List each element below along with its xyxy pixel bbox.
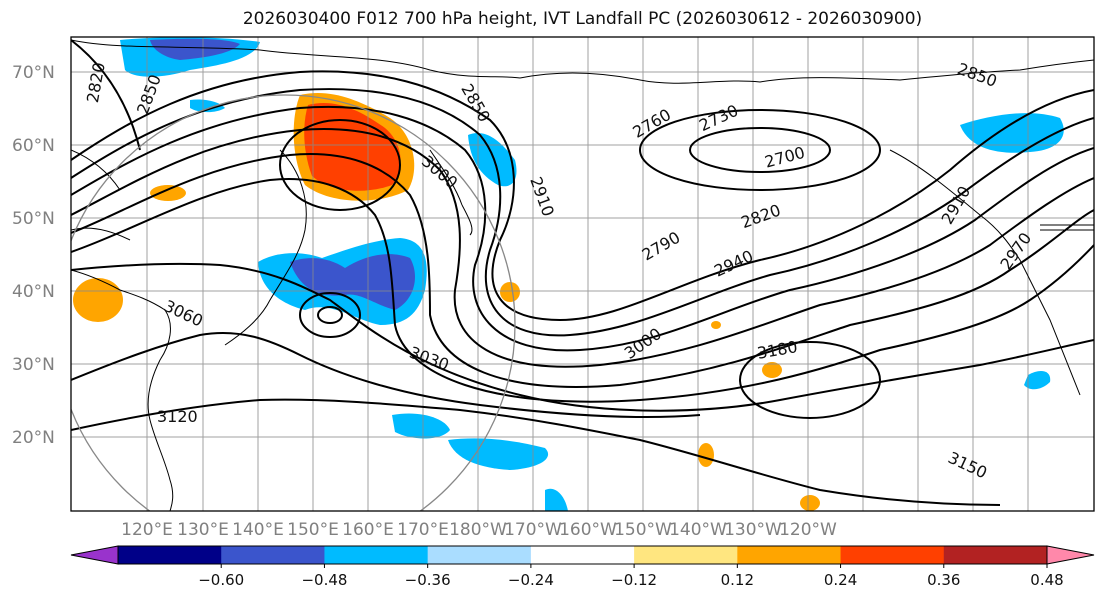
- lat-label: 50°N: [12, 209, 55, 229]
- ivt-negative-region: [190, 99, 225, 113]
- colorbar-bin: [840, 546, 945, 564]
- colorbar-bin: [634, 546, 738, 564]
- lon-label: 120°E: [121, 520, 173, 540]
- colorbar-under-arrow: [70, 545, 119, 565]
- colorbar-bin: [118, 546, 222, 564]
- map-border: [70, 36, 1095, 512]
- ivt-positive-region: [711, 321, 721, 329]
- ivt-positive-region: [762, 362, 782, 378]
- contour-label: 3120: [157, 407, 198, 426]
- ivt-negative-region: [290, 254, 415, 310]
- colorbar-bin: [530, 546, 635, 564]
- colorbar-tick-label: 0.48: [1030, 571, 1063, 589]
- ivt-negative-region: [392, 413, 450, 439]
- colorbar-bin: [737, 546, 842, 564]
- ivt-negative-region: [150, 38, 240, 60]
- lon-label: 170°E: [397, 520, 449, 540]
- lon-label: 140°W: [669, 520, 727, 540]
- lat-label: 20°N: [12, 428, 55, 448]
- lon-label: 170°W: [504, 520, 562, 540]
- ivt-shading: [73, 37, 1064, 511]
- map-title: 2026030400 F012 700 hPa height, IVT Land…: [242, 9, 923, 29]
- height-contours: [71, 39, 1094, 506]
- ivt-negative-region: [1024, 370, 1051, 390]
- lon-label: 160°W: [559, 520, 617, 540]
- ivt-negative-region: [545, 488, 568, 511]
- colorbar-tick-label: −0.60: [198, 571, 244, 589]
- colorbar-tick-label: 0.12: [721, 571, 754, 589]
- ivt-positive-region: [73, 278, 123, 322]
- colorbar-tick-label: −0.12: [611, 571, 657, 589]
- colorbar-tick-label: −0.36: [405, 571, 451, 589]
- lat-label: 60°N: [12, 136, 55, 156]
- colorbar-bin: [427, 546, 532, 564]
- longitude-labels: 120°E 130°E 140°E 150°E 160°E 170°E 180°…: [121, 520, 837, 540]
- colorbar-bin: [943, 546, 1048, 564]
- lon-label: 130°E: [177, 520, 229, 540]
- lat-label: 40°N: [12, 282, 55, 302]
- lon-label: 150°E: [287, 520, 339, 540]
- lon-label: 150°W: [614, 520, 672, 540]
- ivt-positive-region: [698, 443, 714, 467]
- ivt-positive-region: [500, 282, 520, 302]
- map-frame-bg: [71, 37, 1094, 511]
- colorbar-bin: [324, 546, 429, 564]
- latitude-labels: 70°N 60°N 50°N 40°N 30°N 20°N: [12, 63, 55, 448]
- colorbar-bin: [221, 546, 325, 564]
- lon-label: 180°W: [449, 520, 507, 540]
- lat-label: 70°N: [12, 63, 55, 83]
- lon-label: 140°E: [232, 520, 284, 540]
- ivt-positive-region: [150, 185, 186, 201]
- colorbar: −0.60 −0.48 −0.36 −0.24 −0.12 0.12 0.24 0.36 0.4…: [70, 545, 1095, 589]
- lon-label: 120°W: [779, 520, 837, 540]
- ivt-negative-region: [448, 438, 549, 470]
- colorbar-tick-label: 0.36: [927, 571, 960, 589]
- ivt-negative-region: [468, 132, 517, 187]
- coastlines: [71, 39, 1094, 511]
- domain-circle: [71, 94, 516, 511]
- colorbar-tick-label: −0.24: [508, 571, 554, 589]
- lon-label: 160°E: [342, 520, 394, 540]
- colorbar-over-arrow: [1046, 545, 1095, 565]
- colorbar-tick-label: −0.48: [301, 571, 347, 589]
- lon-label: 130°W: [724, 520, 782, 540]
- ivt-positive-region: [800, 495, 820, 511]
- colorbar-tick-label: 0.24: [824, 571, 857, 589]
- lat-label: 30°N: [12, 355, 55, 375]
